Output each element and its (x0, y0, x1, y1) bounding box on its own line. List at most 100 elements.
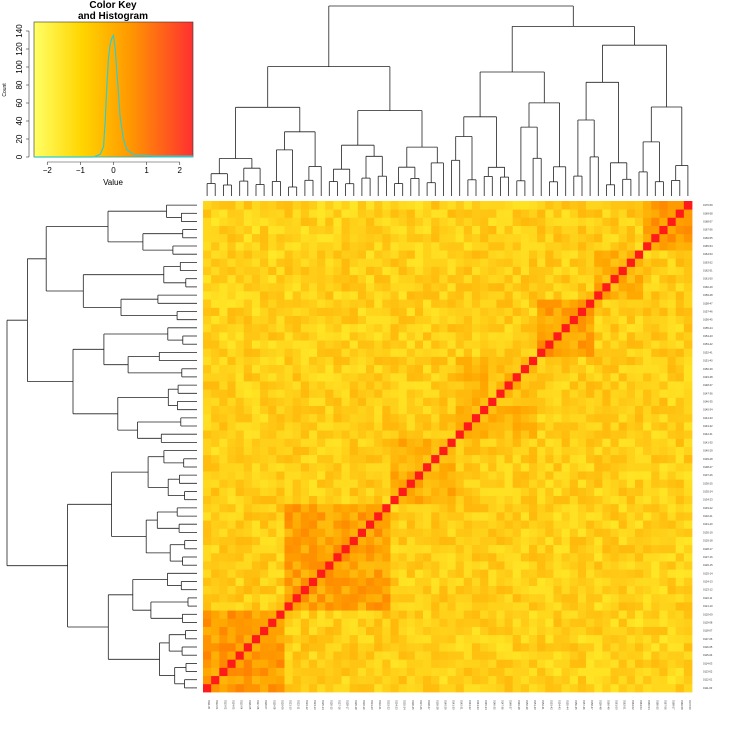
heatmap-cell (553, 405, 562, 415)
heatmap-cell (675, 454, 685, 464)
heatmap-cell (561, 487, 571, 496)
heatmap-cell (643, 381, 652, 390)
heatmap-cell (455, 593, 465, 603)
heatmap-cell (455, 438, 465, 447)
column-label: 0150-39 (525, 700, 529, 710)
heatmap-cell (553, 225, 562, 235)
heatmap-cell (349, 250, 359, 259)
heatmap-cell (349, 536, 359, 546)
heatmap-cell (545, 201, 554, 210)
heatmap-cell (390, 642, 399, 652)
heatmap-cell (357, 209, 367, 218)
heatmap-cell (529, 258, 538, 267)
heatmap-cell (634, 315, 644, 325)
heatmap-cell (569, 454, 579, 464)
heatmap-cell (537, 651, 546, 660)
heatmap-cell (390, 274, 399, 284)
heatmap-cell (667, 201, 677, 210)
heatmap-cell (341, 569, 351, 578)
heatmap-cell (586, 511, 595, 521)
column-label: 0146-35 (492, 700, 496, 710)
heatmap-cell (471, 642, 481, 652)
heatmap-cell (651, 340, 660, 349)
heatmap-cell (675, 462, 685, 472)
heatmap-cell (276, 340, 285, 349)
heatmap-cell (455, 258, 465, 267)
heatmap-cell (414, 372, 424, 382)
heatmap-cell (276, 544, 285, 554)
heatmap-cell (382, 307, 391, 316)
heatmap-cell (439, 626, 448, 636)
heatmap-cell (496, 569, 505, 578)
heatmap-cell (268, 495, 277, 505)
heatmap-cell (423, 291, 432, 300)
heatmap-cell (463, 258, 473, 267)
heatmap-cell (390, 634, 399, 644)
heatmap-cell (203, 667, 212, 677)
heatmap-cell (504, 569, 514, 578)
heatmap-cell (594, 569, 603, 578)
heatmap-cell (203, 528, 212, 537)
heatmap-cell (341, 291, 351, 300)
heatmap-cell (610, 642, 620, 652)
heatmap-cell (651, 659, 660, 668)
heatmap-cell (618, 503, 628, 513)
heatmap-cell (480, 610, 489, 619)
heatmap-cell (276, 348, 285, 357)
heatmap-cell (423, 364, 432, 374)
heatmap-cell (455, 634, 465, 644)
heatmap-cell (683, 233, 693, 243)
heatmap-cell (520, 356, 530, 366)
heatmap-cell (520, 250, 530, 259)
heatmap-cell (455, 233, 465, 243)
heatmap-cell (504, 381, 514, 390)
heatmap-cell (211, 397, 220, 406)
heatmap-cell (577, 634, 587, 644)
heatmap-cell (300, 291, 310, 300)
heatmap-cell (643, 511, 652, 521)
heatmap-cell (333, 618, 342, 627)
heatmap-cell (398, 471, 408, 480)
heatmap-cell (512, 209, 522, 218)
heatmap-cell (431, 299, 440, 308)
heatmap-cell (357, 438, 367, 447)
heatmap-cell (520, 299, 530, 308)
heatmap-cell (512, 241, 522, 251)
heatmap-cell (463, 577, 473, 587)
heatmap-cell (317, 397, 326, 406)
heatmap-cell (439, 389, 448, 398)
heatmap-cell (577, 561, 587, 570)
heatmap-cell (553, 438, 562, 447)
heatmap-cell (366, 683, 375, 693)
column-label: 0151-40 (533, 700, 537, 710)
heatmap-cell (284, 544, 294, 554)
heatmap-cell (463, 585, 473, 595)
heatmap-cell (390, 618, 399, 627)
heatmap-cell (610, 356, 620, 366)
heatmap-cell (439, 282, 448, 292)
heatmap-cell (203, 544, 212, 554)
heatmap-cell (292, 569, 302, 578)
y-tick-label: 60 (15, 98, 24, 107)
column-label: 0170-59 (688, 700, 692, 710)
heatmap-cell (529, 372, 538, 382)
heatmap-cell (569, 323, 579, 333)
heatmap-cell (325, 503, 334, 513)
heatmap-cell (251, 487, 261, 496)
heatmap-cell (260, 217, 269, 226)
heatmap-cell (643, 667, 652, 677)
heatmap-cell (626, 446, 636, 456)
x-tick-label: 2 (178, 166, 183, 175)
heatmap-cell (463, 675, 473, 685)
heatmap-cell (308, 544, 318, 554)
heatmap-cell (651, 577, 660, 587)
heatmap-cell (260, 364, 269, 374)
heatmap-cell (569, 511, 579, 521)
heatmap-cell (594, 642, 603, 652)
heatmap-cell (431, 659, 440, 668)
heatmap-cell (243, 389, 253, 398)
heatmap-cell (594, 307, 603, 316)
heatmap-cell (251, 372, 261, 382)
heatmap-cell (594, 528, 603, 537)
heatmap-cell (414, 201, 424, 210)
